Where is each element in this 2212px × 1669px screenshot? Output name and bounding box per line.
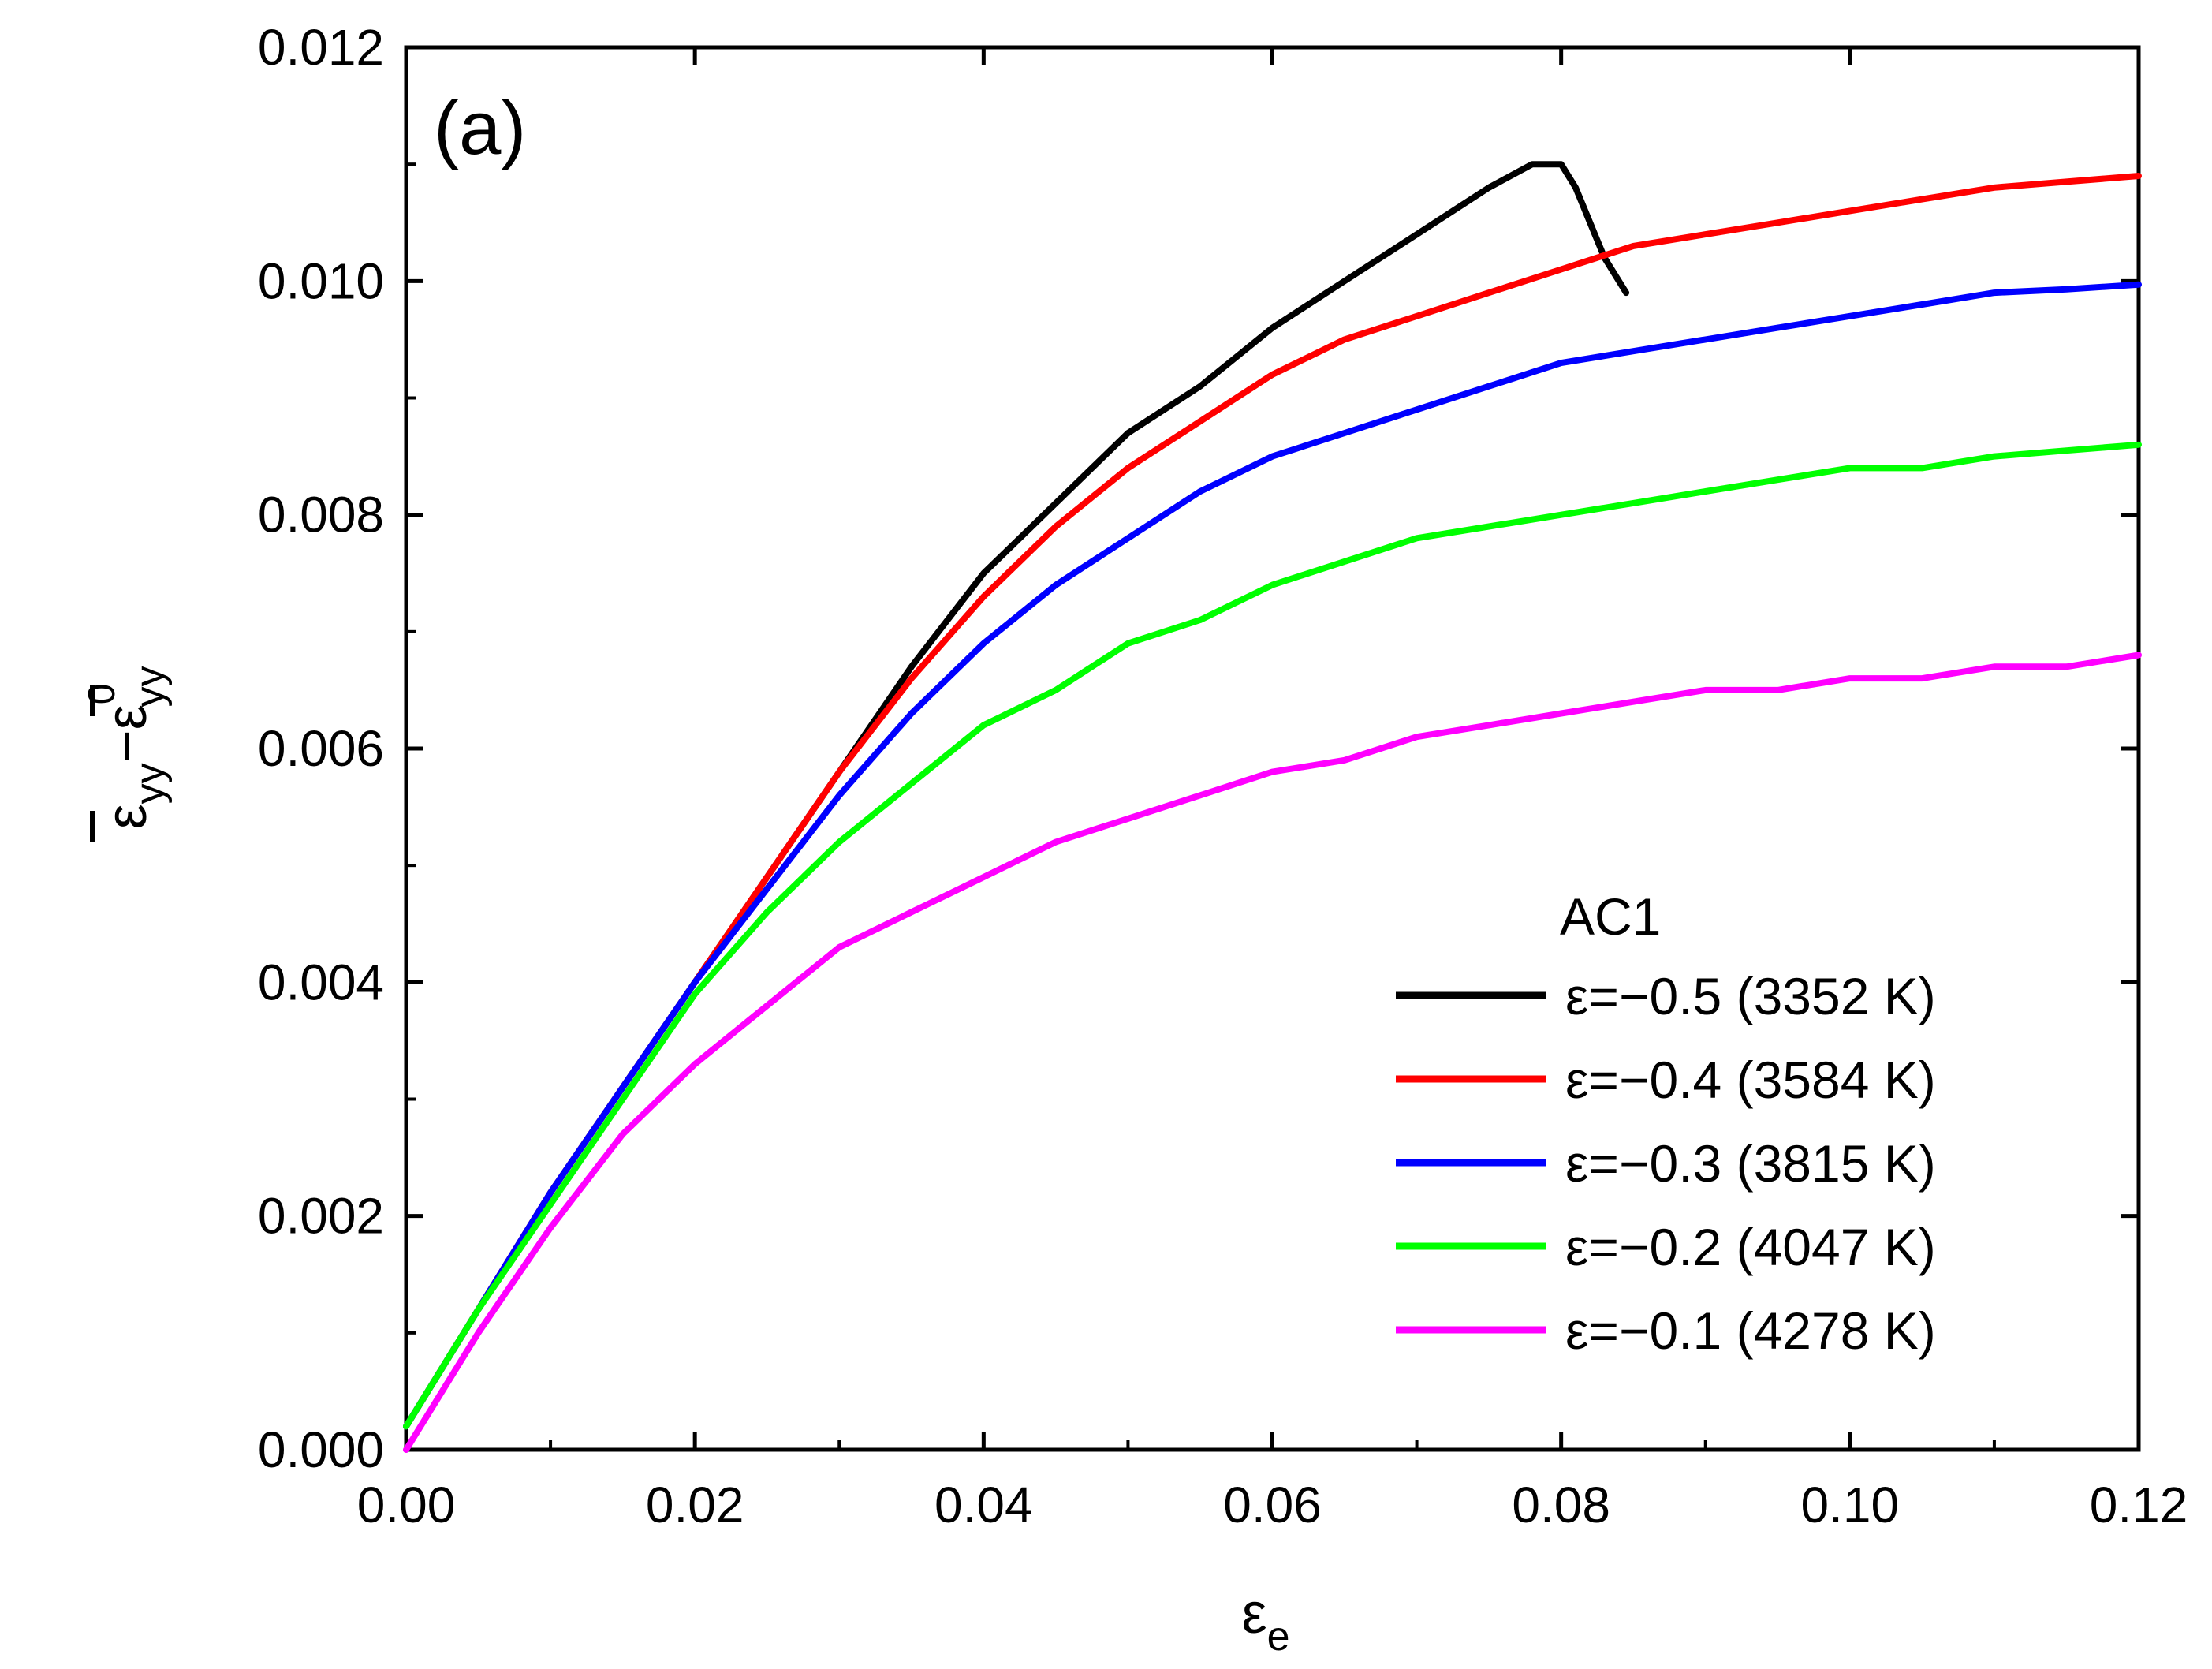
- y-tick-label: 0.006: [258, 720, 384, 777]
- x-axis-subscript: e: [1267, 1614, 1290, 1660]
- x-tick-label: 0.02: [646, 1477, 744, 1533]
- x-axis-symbol: ε: [1241, 1582, 1266, 1645]
- x-tick-label: 0.04: [934, 1477, 1033, 1533]
- x-tick-label: 0.00: [357, 1477, 456, 1533]
- y-axis-eps1: ε: [95, 804, 159, 829]
- legend-label-1: ε=−0.5 (3352 K): [1565, 967, 1936, 1025]
- series-line-5: [403, 652, 2142, 1453]
- x-tick-label: 0.08: [1512, 1477, 1610, 1533]
- x-axis-title: εe: [1241, 1582, 1289, 1660]
- y-axis-title: εyy−ε0yy: [81, 666, 173, 842]
- legend-label-3: ε=−0.3 (3815 K): [1565, 1134, 1936, 1193]
- series-line-4: [403, 441, 2142, 1430]
- y-axis-eps2: ε: [95, 704, 159, 730]
- legend-label-5: ε=−0.1 (4278 K): [1565, 1301, 1936, 1360]
- series-line-1: [403, 161, 1630, 1430]
- y-tick-label: 0.010: [258, 252, 384, 309]
- x-tick-label: 0.12: [2090, 1477, 2188, 1533]
- x-tick-label: 0.10: [1801, 1477, 1900, 1533]
- legend: AC1 ε=−0.5 (3352 K) ε=−0.4 (3584 K) ε=−0.3…: [1396, 887, 1936, 1360]
- x-tick-labels: 0.00 0.02 0.04 0.06 0.08 0.10 0.12: [357, 1477, 2188, 1533]
- series-line-3: [403, 281, 2142, 1430]
- y-tick-label: 0.002: [258, 1188, 384, 1245]
- y-tick-label: 0.012: [258, 19, 384, 76]
- y-tick-label: 0.004: [258, 954, 384, 1010]
- legend-label-2: ε=−0.4 (3584 K): [1565, 1051, 1936, 1109]
- x-tick-label: 0.06: [1223, 1477, 1322, 1533]
- axis-ticks: [404, 45, 2141, 1452]
- legend-label-4: ε=−0.2 (4047 K): [1565, 1218, 1936, 1276]
- y-axis-minus: −: [95, 730, 159, 763]
- series-layer: [403, 161, 2142, 1453]
- panel-label: (a): [434, 86, 526, 170]
- y-tick-labels: 0.000 0.002 0.004 0.006 0.008 0.010 0.012: [258, 19, 384, 1478]
- y-axis-sup2: 0: [81, 684, 123, 705]
- legend-title: AC1: [1560, 887, 1661, 946]
- y-axis-sub2: yy: [127, 666, 173, 708]
- y-axis-sub1: yy: [127, 763, 173, 804]
- y-tick-label: 0.008: [258, 487, 384, 543]
- y-tick-label: 0.000: [258, 1421, 384, 1478]
- svg-text:εyy−ε0yy: εyy−ε0yy: [81, 666, 173, 830]
